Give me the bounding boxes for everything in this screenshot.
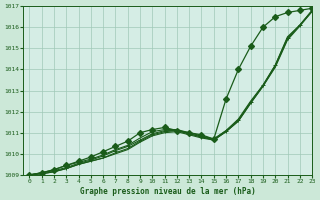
X-axis label: Graphe pression niveau de la mer (hPa): Graphe pression niveau de la mer (hPa) <box>80 187 256 196</box>
